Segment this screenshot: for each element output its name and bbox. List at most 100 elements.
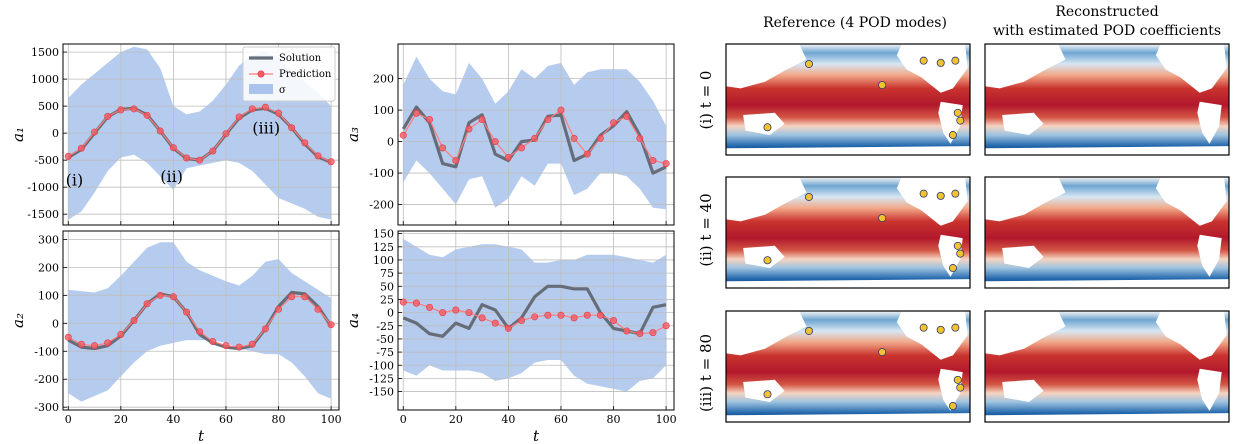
prediction-point-a2-6 [143,300,151,308]
map-row-label-t40: (ii) t = 40 [697,193,715,266]
map-content [985,177,1229,288]
prediction-point-a2-5 [130,316,138,324]
land-mass-3 [1002,112,1044,135]
land-mass-3 [1002,245,1044,268]
x-tick-label-a4-4: 80 [607,413,621,426]
land-mass-0 [1155,177,1227,226]
x-tick-label-a4-0: 0 [400,413,407,426]
chart-panel-a4: 0 20 40 60 80 100-150-125-100-75-50-250255075… [344,228,677,444]
y-tick-label-a3-3: 100 [373,104,394,117]
y-tick-label-a4-1: -125 [369,372,394,385]
prediction-point-a2-1 [77,340,85,348]
sigma-band-a2 [68,242,332,402]
map-content [726,177,970,288]
prediction-point-a4-13 [570,314,578,322]
land-mass-3 [743,379,785,402]
y-tick-label-a1-6: 1500 [31,46,59,59]
land-mass-4 [985,413,1229,422]
prediction-point-a1-5 [130,105,138,113]
prediction-point-a3-4 [452,156,460,164]
land-mass-0 [896,177,968,226]
x-tick-label-a2-3: 60 [219,413,233,426]
y-tick-label-a2-5: 200 [38,261,59,274]
y-tick-label-a4-8: 50 [380,280,394,293]
prediction-point-a1-15 [261,103,269,111]
sensor-marker-6 [956,116,965,125]
sensor-marker-1 [878,214,887,223]
prediction-point-a4-16 [610,316,618,324]
prediction-point-a2-11 [209,337,217,345]
prediction-point-a2-4 [117,330,125,338]
legend-label-prediction: Prediction [279,69,332,80]
x-tick-label-a2-2: 40 [166,413,180,426]
sensor-marker-8 [763,123,772,132]
sensor-marker-6 [956,249,965,258]
annotation-a1-1: (ii) [160,167,183,186]
y-tick-label-a4-6: 0 [387,307,394,320]
sst-map-reconstructed-row0 [984,43,1230,156]
x-tick-label-a4-3: 60 [554,413,568,426]
y-axis-label-a4: a₄ [344,313,362,328]
prediction-point-a4-0 [399,298,407,306]
land-mass-1 [1197,101,1222,144]
prediction-point-a4-5 [465,309,473,317]
prediction-point-a4-7 [491,319,499,327]
prediction-point-a1-8 [169,144,177,152]
sensor-marker-3 [936,325,945,334]
prediction-point-a1-4 [117,106,125,114]
y-tick-label-a1-5: 1000 [31,73,59,86]
sensor-marker-5 [953,108,962,117]
prediction-point-a3-8 [504,153,512,161]
y-tick-label-a3-0: -200 [369,199,394,212]
y-tick-label-a4-5: -25 [376,320,394,333]
map-frame [725,310,971,423]
sensor-marker-8 [763,256,772,265]
x-tick-label-a4-2: 40 [501,413,515,426]
annotation-a1-0: (i) [66,171,84,190]
prediction-point-a4-10 [531,313,539,321]
prediction-point-a2-8 [169,293,177,301]
land-mass-0 [896,44,968,93]
prediction-point-a3-3 [439,144,447,152]
map-column-title-reconstructed-line2: with estimated POD coefficients [993,23,1221,39]
y-tick-label-a2-0: -300 [34,401,59,414]
y-tick-label-a4-3: -75 [376,346,394,359]
x-tick-label-a2-1: 20 [114,413,128,426]
y-tick-label-a3-2: 0 [387,136,394,149]
sensor-marker-4 [951,323,960,332]
map-frame [984,310,1230,423]
prediction-point-a4-1 [412,299,420,307]
y-tick-label-a2-4: 100 [38,289,59,302]
prediction-point-a1-6 [143,111,151,119]
sensor-marker-0 [804,326,813,335]
sigma-band-a3 [403,56,667,210]
y-tick-label-a1-0: -1500 [27,208,59,221]
y-tick-label-a2-3: 0 [52,317,59,330]
prediction-point-a4-2 [426,303,434,311]
land-mass-2 [726,177,807,222]
land-mass-4 [726,146,970,155]
axes-frame-a3 [397,43,675,226]
legend-swatch-sigma [249,84,273,94]
prediction-point-a4-9 [518,316,526,324]
prediction-point-a1-11 [209,147,217,155]
sensor-marker-8 [763,390,772,399]
x-tick-label-a4-1: 20 [449,413,463,426]
x-axis-label-a2: t [198,427,205,444]
land-mass-1 [1197,368,1222,411]
x-axis-label-a4: t [533,427,540,444]
prediction-point-a2-16 [275,305,283,313]
sensor-marker-7 [948,402,957,411]
sensor-marker-1 [878,81,887,90]
map-content [985,44,1229,155]
prediction-point-a4-20 [662,322,670,330]
land-mass-2 [726,44,807,89]
y-tick-label-a3-1: -100 [369,167,394,180]
sensor-marker-0 [804,192,813,201]
sensor-marker-3 [936,58,945,67]
axes-frame-a2 [62,230,340,411]
prediction-point-a3-2 [426,116,434,124]
prediction-point-a1-20 [327,158,335,166]
prediction-point-a3-7 [491,138,499,146]
axes-frame-a1 [62,43,340,226]
